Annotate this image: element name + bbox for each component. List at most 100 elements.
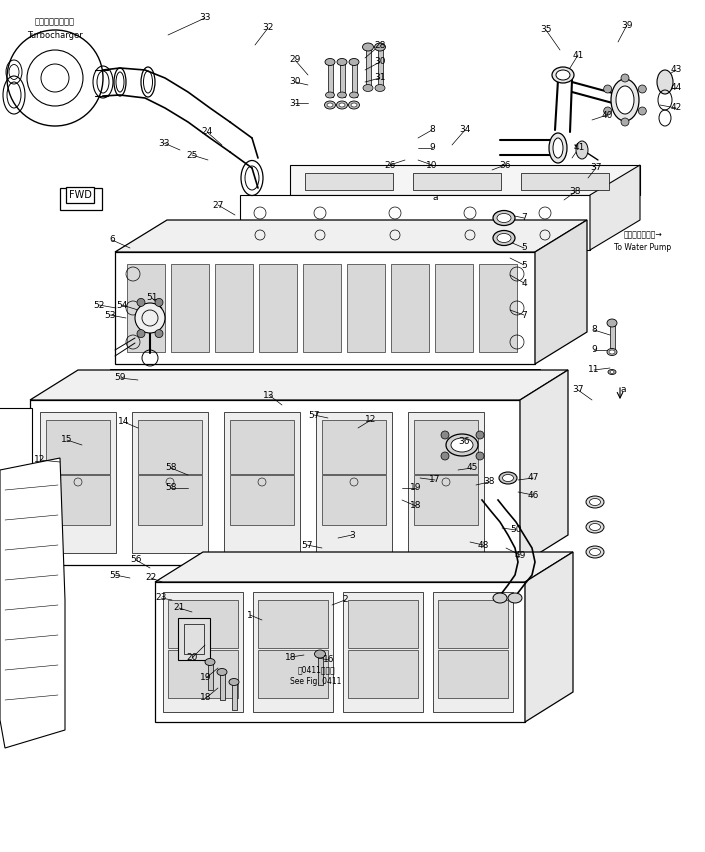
Text: 33: 33	[200, 14, 211, 22]
Text: 30: 30	[374, 57, 386, 66]
Ellipse shape	[589, 498, 601, 505]
Ellipse shape	[349, 59, 359, 66]
Text: 19: 19	[410, 483, 422, 492]
Circle shape	[476, 431, 484, 439]
Text: 6: 6	[109, 235, 115, 245]
Text: 第0411図参照: 第0411図参照	[297, 665, 335, 675]
Text: 59: 59	[114, 373, 125, 383]
Ellipse shape	[576, 141, 588, 159]
Ellipse shape	[375, 84, 385, 91]
Ellipse shape	[451, 438, 473, 452]
Ellipse shape	[616, 86, 634, 114]
Ellipse shape	[339, 103, 345, 107]
Polygon shape	[290, 165, 640, 195]
Text: 29: 29	[289, 55, 301, 65]
Bar	[347, 264, 385, 352]
Text: ウォータポンプ→: ウォータポンプ→	[624, 231, 663, 239]
Text: 18: 18	[410, 502, 422, 510]
Ellipse shape	[589, 549, 601, 556]
Ellipse shape	[348, 101, 360, 109]
Text: 30: 30	[289, 78, 301, 87]
Ellipse shape	[326, 92, 334, 98]
Bar	[168, 600, 238, 648]
Text: 23: 23	[155, 594, 166, 602]
Bar	[343, 592, 423, 712]
Bar	[0, 408, 32, 557]
Text: 18: 18	[200, 694, 211, 703]
Text: a: a	[620, 385, 626, 394]
Bar	[138, 475, 202, 525]
Ellipse shape	[327, 103, 333, 107]
Bar	[253, 592, 333, 712]
Bar	[378, 48, 383, 90]
Text: 1: 1	[247, 611, 253, 619]
Polygon shape	[535, 220, 587, 364]
Polygon shape	[155, 552, 573, 582]
Bar	[230, 420, 294, 474]
Text: a: a	[432, 193, 438, 203]
Bar	[366, 48, 371, 90]
Text: Turbocharger: Turbocharger	[27, 31, 83, 39]
Bar	[224, 412, 300, 553]
Polygon shape	[30, 370, 568, 400]
Circle shape	[155, 298, 163, 307]
Bar	[391, 264, 429, 352]
Ellipse shape	[350, 92, 359, 98]
Bar	[340, 62, 345, 97]
Text: 38: 38	[483, 477, 495, 486]
Text: To Water Pump: To Water Pump	[615, 244, 672, 252]
Text: FWD: FWD	[68, 190, 92, 200]
Text: 7: 7	[521, 214, 527, 222]
Text: 48: 48	[477, 540, 489, 550]
Polygon shape	[30, 400, 520, 565]
Bar	[408, 412, 484, 553]
Text: 3: 3	[349, 531, 355, 539]
Text: 2: 2	[342, 596, 348, 605]
Circle shape	[137, 330, 145, 337]
Bar	[215, 264, 253, 352]
Text: 58: 58	[165, 463, 177, 473]
Text: 28: 28	[374, 41, 386, 49]
Text: 49: 49	[515, 550, 526, 560]
Text: 24: 24	[202, 128, 213, 136]
Bar	[178, 618, 210, 660]
Text: 32: 32	[262, 24, 274, 32]
Bar	[348, 649, 418, 698]
Circle shape	[135, 303, 165, 333]
Bar	[40, 412, 116, 553]
Circle shape	[603, 85, 612, 93]
Circle shape	[441, 452, 449, 460]
Ellipse shape	[499, 472, 517, 484]
Bar	[316, 412, 392, 553]
Text: 15: 15	[61, 435, 73, 445]
Circle shape	[621, 118, 629, 126]
Bar	[171, 264, 209, 352]
Ellipse shape	[607, 319, 617, 327]
Text: 42: 42	[670, 103, 682, 112]
Bar	[414, 475, 478, 525]
Polygon shape	[115, 252, 535, 364]
Text: 35: 35	[540, 26, 552, 34]
Text: 50: 50	[510, 526, 522, 534]
Polygon shape	[413, 173, 501, 190]
Text: 52: 52	[93, 301, 104, 309]
Circle shape	[603, 107, 612, 115]
Text: 11: 11	[588, 366, 600, 375]
Text: 36: 36	[499, 160, 510, 170]
Text: 51: 51	[146, 293, 158, 302]
Text: 26: 26	[384, 160, 396, 170]
Text: 21: 21	[173, 603, 185, 613]
Bar	[258, 600, 328, 648]
Ellipse shape	[508, 593, 522, 603]
Text: 58: 58	[165, 483, 177, 492]
Text: 19: 19	[200, 673, 211, 682]
Text: 9: 9	[591, 346, 597, 354]
Polygon shape	[525, 552, 573, 722]
Text: 56: 56	[130, 556, 142, 565]
Ellipse shape	[586, 496, 604, 508]
Circle shape	[638, 107, 646, 115]
Text: 45: 45	[466, 463, 478, 473]
Bar	[132, 412, 208, 553]
Text: See Fig. 0411: See Fig. 0411	[290, 677, 342, 687]
Text: 46: 46	[527, 491, 539, 499]
